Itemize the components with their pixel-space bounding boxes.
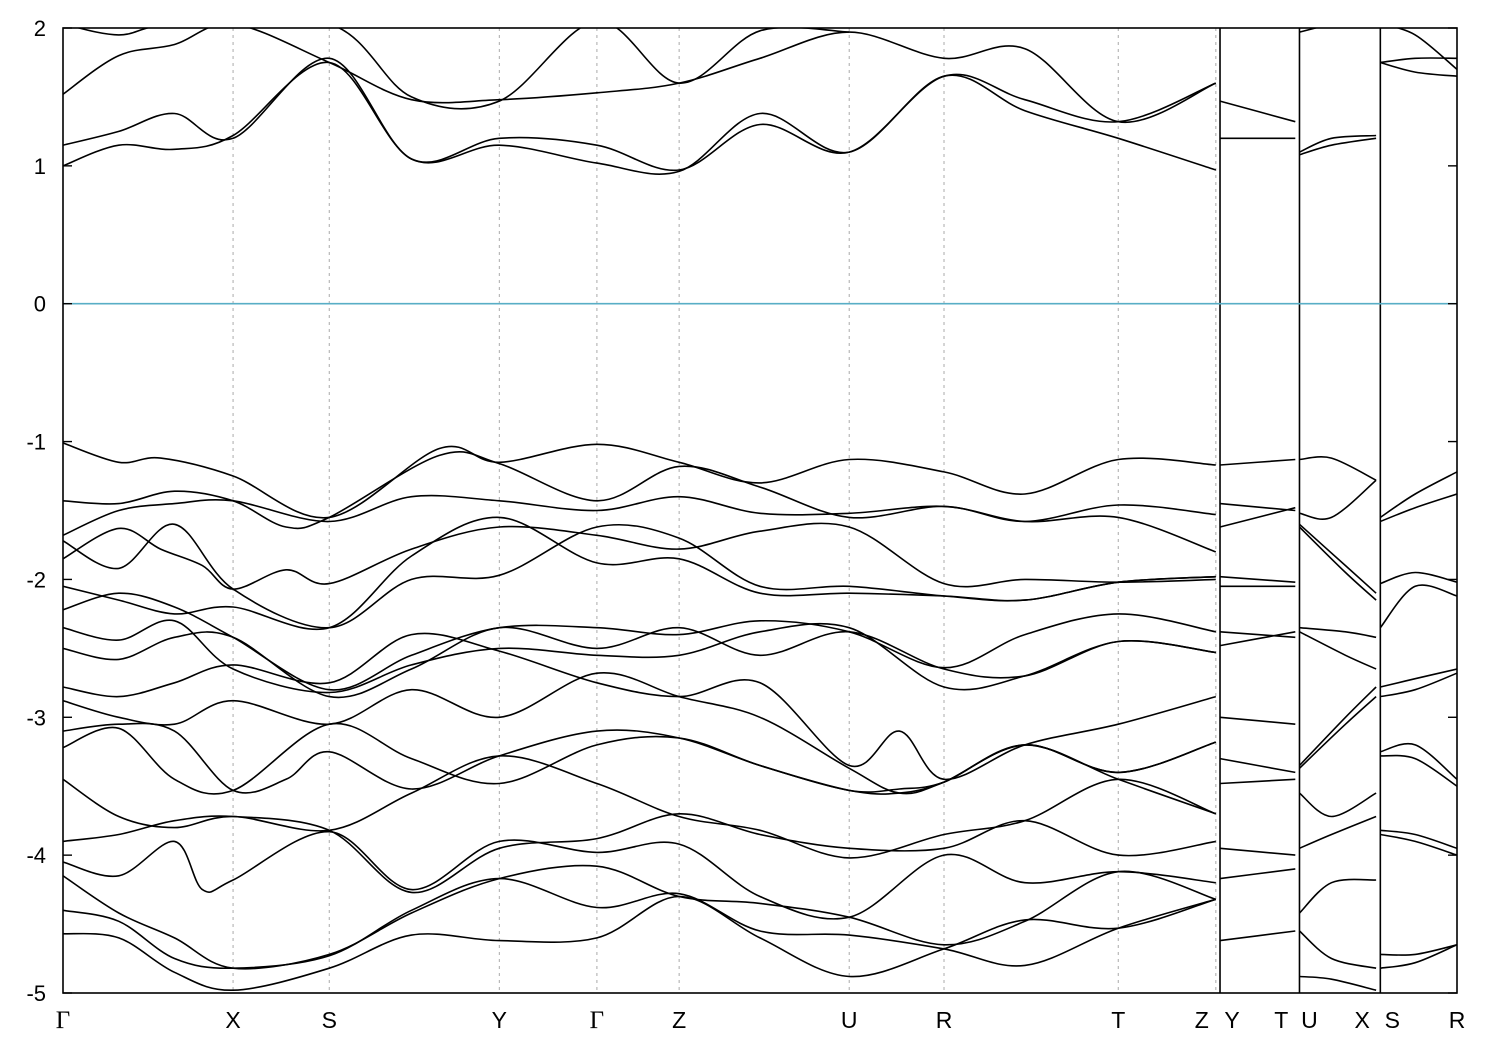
kpoint-label: U bbox=[1301, 1007, 1318, 1033]
kpoint-gridlines bbox=[232, 28, 1382, 993]
band-line-13 bbox=[63, 755, 1217, 859]
band-line-16 bbox=[63, 864, 1217, 970]
band-line-61 bbox=[1380, 754, 1457, 787]
band-line-20 bbox=[63, 57, 1217, 172]
ytick-label: -3 bbox=[26, 705, 46, 730]
band-line-18 bbox=[63, 895, 1217, 992]
kpoint-label: R bbox=[936, 1007, 953, 1033]
ytick-label: -5 bbox=[26, 981, 46, 1006]
kpoint-label: T bbox=[1111, 1007, 1125, 1033]
band-line-42 bbox=[1299, 626, 1377, 639]
band-line-68 bbox=[1394, 28, 1457, 71]
band-line-49 bbox=[1298, 930, 1377, 969]
kpoint-label: S bbox=[1385, 1007, 1400, 1033]
band-line-51 bbox=[1299, 137, 1377, 156]
ytick-label: 2 bbox=[34, 16, 46, 41]
band-line-25 bbox=[1219, 506, 1296, 528]
kpoint-label: Γ bbox=[590, 1007, 604, 1034]
kpoint-label: Z bbox=[672, 1007, 686, 1033]
band-line-46 bbox=[1298, 792, 1377, 818]
band-line-19 bbox=[63, 61, 1217, 175]
band-line-38 bbox=[1299, 456, 1377, 481]
band-line-7 bbox=[63, 619, 1216, 694]
kpoint-label: Y bbox=[1224, 1007, 1239, 1033]
band-line-41 bbox=[1298, 526, 1377, 601]
band-line-23 bbox=[1219, 458, 1296, 466]
band-line-32 bbox=[1219, 778, 1296, 785]
band-line-9 bbox=[63, 632, 1217, 781]
kpoint-label: Y bbox=[492, 1007, 507, 1033]
band-line-45 bbox=[1298, 696, 1377, 769]
y-axis-ticks: 2 1 0 -1 -2 -3 -4 -5 bbox=[26, 16, 1457, 1006]
ytick-label: 0 bbox=[34, 292, 46, 317]
band-line-2 bbox=[63, 494, 1217, 553]
band-line-11 bbox=[63, 722, 1217, 795]
band-line-30 bbox=[1219, 716, 1296, 725]
band-line-39 bbox=[1299, 479, 1377, 520]
band-line-66 bbox=[1380, 57, 1457, 64]
band-line-52 bbox=[1299, 134, 1377, 153]
ytick-label: -2 bbox=[26, 567, 46, 592]
band-line-36 bbox=[1219, 100, 1296, 123]
band-line-53 bbox=[1299, 28, 1319, 33]
band-line-26 bbox=[1219, 575, 1296, 583]
band-line-3 bbox=[63, 522, 1216, 590]
kpoint-label: U bbox=[841, 1007, 858, 1033]
band-line-15 bbox=[63, 830, 1216, 920]
plot-frame bbox=[62, 27, 1458, 994]
kpoint-label: X bbox=[1354, 1007, 1369, 1033]
band-curves bbox=[63, 28, 1457, 992]
band-line-33 bbox=[1219, 847, 1296, 856]
band-line-12 bbox=[63, 722, 1217, 815]
band-line-59 bbox=[1380, 672, 1457, 698]
band-line-4 bbox=[63, 523, 1216, 629]
band-line-6 bbox=[63, 592, 1216, 691]
band-line-43 bbox=[1299, 631, 1377, 670]
band-line-65 bbox=[1380, 944, 1457, 969]
band-line-56 bbox=[1380, 571, 1457, 585]
kpoint-label: Z bbox=[1195, 1007, 1209, 1033]
band-line-57 bbox=[1379, 584, 1457, 629]
band-line-28 bbox=[1219, 631, 1296, 639]
band-line-62 bbox=[1380, 829, 1457, 850]
band-line-58 bbox=[1380, 668, 1457, 688]
kpoint-label: T bbox=[1274, 1007, 1288, 1033]
kpoint-label: X bbox=[225, 1007, 240, 1033]
band-line-10 bbox=[63, 672, 1217, 795]
band-line-14 bbox=[63, 812, 1216, 894]
band-line-40 bbox=[1298, 523, 1377, 594]
ytick-label: 1 bbox=[34, 154, 46, 179]
band-line-22 bbox=[76, 28, 850, 110]
band-line-31 bbox=[1219, 757, 1296, 774]
kpoint-label: Γ bbox=[56, 1007, 70, 1034]
kpoint-label: R bbox=[1449, 1007, 1466, 1033]
band-line-55 bbox=[1380, 493, 1457, 523]
band-line-44 bbox=[1298, 686, 1377, 767]
band-line-64 bbox=[1380, 944, 1457, 956]
band-line-21 bbox=[63, 28, 1217, 124]
band-line-60 bbox=[1380, 743, 1457, 780]
band-line-8 bbox=[63, 626, 1216, 699]
band-line-47 bbox=[1299, 815, 1377, 850]
band-line-35 bbox=[1219, 930, 1296, 942]
band-line-48 bbox=[1298, 878, 1377, 914]
band-line-24 bbox=[1219, 502, 1296, 512]
band-line-54 bbox=[1379, 471, 1457, 519]
band-line-29 bbox=[1219, 631, 1296, 647]
band-line-0 bbox=[63, 442, 1216, 519]
ytick-label: -4 bbox=[26, 843, 46, 868]
ytick-label: -1 bbox=[26, 430, 46, 455]
band-line-34 bbox=[1219, 868, 1296, 880]
band-line-67 bbox=[1380, 61, 1457, 77]
kpoint-label: S bbox=[322, 1007, 337, 1033]
band-line-5 bbox=[63, 516, 1216, 630]
band-line-17 bbox=[63, 877, 1217, 970]
band-line-50 bbox=[1299, 975, 1377, 991]
band-line-63 bbox=[1380, 833, 1457, 856]
